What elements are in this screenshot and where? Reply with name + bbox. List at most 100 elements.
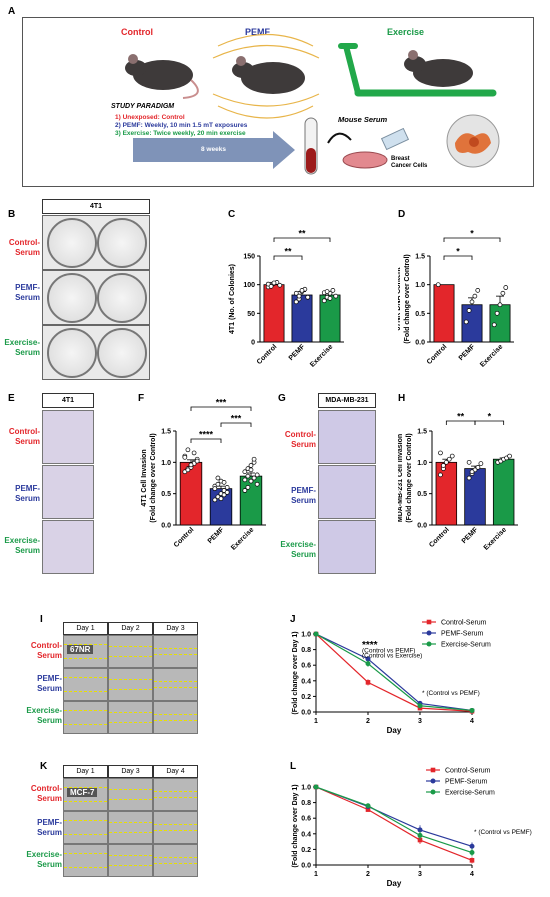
bar-control (435, 461, 458, 526)
cell-line-header-g: MDA-MB-231 (318, 393, 376, 408)
day-header-i-1: Day 1 (63, 622, 108, 635)
data-point (305, 294, 311, 300)
data-point (254, 481, 260, 487)
data-point (466, 475, 472, 481)
data-point (507, 453, 512, 459)
gap-edge-line (109, 712, 152, 713)
group-exercise-title: Exercise (387, 27, 425, 37)
significance-mark: **** (199, 430, 214, 440)
data-point (245, 473, 251, 479)
x-tick-label: PEMF (461, 526, 480, 545)
invasion-image-mda-control (318, 410, 376, 464)
panel-label-i: I (40, 614, 43, 625)
colony-image-control (42, 215, 150, 270)
x-tick-label: Control (256, 343, 279, 366)
data-point (333, 293, 339, 299)
data-point (188, 462, 194, 468)
legend-marker (430, 767, 436, 773)
y-tick-label: 0 (251, 340, 255, 347)
legend-label: Exercise-Serum (445, 790, 495, 797)
y-tick-label: 0.0 (301, 710, 311, 717)
significance-bracket (443, 255, 473, 260)
y-tick-label: 0.2 (301, 847, 311, 854)
row-label-control-e: Control- Serum (8, 427, 40, 446)
control-mouse-icon (125, 54, 199, 99)
gap-image-r3-c1 (63, 701, 108, 734)
significance-mark: *** (216, 398, 227, 408)
data-point (212, 486, 218, 492)
row-label-control-k: Control- Serum (30, 784, 62, 803)
y-axis-label: (Fold change over Control) (406, 433, 413, 522)
day-header-k-3: Day 4 (153, 765, 198, 778)
day-header-i-3: Day 3 (153, 622, 198, 635)
data-point (365, 656, 371, 662)
y-tick-label: 0.4 (301, 678, 311, 685)
row-label-exercise-e: Exercise- Serum (4, 536, 40, 555)
significance-bracket (273, 255, 303, 260)
x-tick-label: 2 (366, 871, 370, 878)
data-point (242, 469, 248, 475)
row-label-pemf-k: PEMF- Serum (37, 818, 62, 837)
series-line-pemf (315, 633, 473, 712)
gap-edge-line (64, 787, 107, 788)
data-point (251, 475, 257, 481)
panel-label-d: D (398, 209, 406, 220)
legend-label: Exercise-Serum (441, 642, 491, 649)
gap-edge-line (154, 654, 197, 655)
data-point (472, 293, 478, 299)
y-tick-label: 0.5 (417, 491, 427, 498)
bar-exercise (492, 458, 515, 526)
data-point (469, 850, 475, 856)
annotation: (Control vs Exercise) (362, 652, 422, 659)
legend-label: PEMF-Serum (441, 631, 484, 638)
annotation: **** (362, 640, 378, 651)
row-label-pemf-e: PEMF- Serum (15, 484, 40, 503)
y-axis-label: 4T1 (No. of Colonies) (229, 264, 236, 334)
cells-label: Breast Cancer Cells (391, 156, 428, 169)
y-tick-label: 1.5 (417, 429, 427, 436)
gap-edge-line (109, 646, 152, 647)
y-axis-label: 67NR DNA Content (398, 267, 402, 331)
data-point (313, 784, 319, 790)
legend-label: PEMF-Serum (445, 779, 488, 786)
x-tick-label: 1 (314, 871, 318, 878)
paradigm-item-pemf: 2) PEMF: Weekly, 10 min 1.5 mT exposures (115, 122, 248, 129)
significance-mark: * (488, 412, 492, 422)
cell-line-tag: MCF-7 (67, 788, 98, 797)
data-point (417, 703, 423, 709)
cell-line-header-e: 4T1 (42, 393, 94, 408)
y-tick-label: 0.8 (301, 647, 311, 654)
gap-edge-line (109, 799, 152, 800)
y-tick-label: 0.6 (301, 816, 311, 823)
data-point (365, 661, 371, 667)
significance-bracket (220, 422, 252, 427)
data-point (417, 827, 423, 833)
data-point (466, 308, 472, 313)
gap-edge-line (64, 658, 107, 659)
gap-edge-line (109, 689, 152, 690)
data-point (327, 296, 333, 301)
data-point (475, 288, 481, 293)
data-point (466, 459, 472, 465)
gap-edge-line (64, 853, 107, 854)
legend-marker (426, 630, 432, 636)
colony-count-chart: 0 50 100 150 4T1 (No. of Colonies) Control PEM… (229, 229, 344, 369)
gap-image-r3-c1 (63, 844, 108, 877)
data-point (330, 288, 336, 293)
data-point (478, 461, 484, 466)
y-tick-label: 1.0 (417, 460, 427, 467)
invasion-image-mda-pemf (318, 465, 376, 519)
panel-label-g: G (278, 393, 286, 404)
day-header-k-2: Day 3 (108, 765, 153, 778)
gap-closure-67nr-chart: 0.00.20.40.60.81.01234Day67NR Gap Closur… (292, 620, 491, 736)
bar-control (263, 284, 285, 343)
data-point (469, 858, 475, 863)
colony-image-pemf (42, 270, 150, 325)
series-line-exercise (315, 633, 473, 712)
data-point (212, 497, 218, 503)
x-tick-label: Exercise (309, 343, 334, 368)
data-point (497, 302, 503, 308)
paradigm-title: STUDY PARADIGM (111, 103, 175, 110)
panel-label-l: L (290, 761, 297, 772)
x-tick-label: PEMF (207, 526, 226, 545)
